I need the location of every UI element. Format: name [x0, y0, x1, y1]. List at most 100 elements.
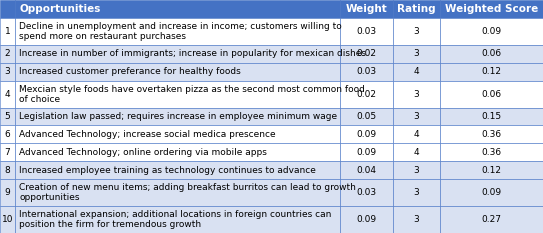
- Text: 0.36: 0.36: [482, 130, 502, 139]
- Text: 0.06: 0.06: [482, 49, 502, 58]
- Bar: [340, 206, 393, 233]
- Bar: [440, 81, 543, 108]
- Text: Opportunities: Opportunities: [20, 4, 102, 14]
- Bar: [393, 125, 440, 143]
- Bar: [0, 108, 15, 125]
- Text: 4: 4: [414, 130, 419, 139]
- Bar: [15, 206, 340, 233]
- Bar: [340, 161, 393, 179]
- Bar: [440, 125, 543, 143]
- Text: 5: 5: [5, 112, 10, 121]
- Bar: [393, 81, 440, 108]
- Text: International expansion; additional locations in foreign countries can
position : International expansion; additional loca…: [19, 210, 331, 229]
- Text: 0.27: 0.27: [482, 215, 502, 224]
- Text: Increase in number of immigrants; increase in popularity for mexican dishes: Increase in number of immigrants; increa…: [19, 49, 366, 58]
- Bar: [15, 108, 340, 125]
- Bar: [340, 179, 393, 206]
- Bar: [340, 125, 393, 143]
- Text: 4: 4: [5, 90, 10, 99]
- Bar: [440, 18, 543, 45]
- Text: Increased customer preferance for healthy foods: Increased customer preferance for health…: [19, 67, 241, 76]
- Text: 0.09: 0.09: [356, 148, 376, 157]
- Bar: [0, 0, 15, 18]
- Bar: [340, 18, 393, 45]
- Bar: [0, 206, 15, 233]
- Bar: [393, 161, 440, 179]
- Bar: [15, 81, 340, 108]
- Text: Mexcian style foods have overtaken pizza as the second most common food
of choic: Mexcian style foods have overtaken pizza…: [19, 85, 365, 104]
- Text: Advanced Technology; increase social medica prescence: Advanced Technology; increase social med…: [19, 130, 276, 139]
- Text: 7: 7: [5, 148, 10, 157]
- Bar: [0, 18, 15, 45]
- Text: 10: 10: [2, 215, 13, 224]
- Bar: [340, 108, 393, 125]
- Bar: [393, 143, 440, 161]
- Bar: [15, 18, 340, 45]
- Text: Rating: Rating: [397, 4, 436, 14]
- Bar: [340, 45, 393, 63]
- Bar: [15, 45, 340, 63]
- Bar: [15, 143, 340, 161]
- Bar: [0, 63, 15, 81]
- Bar: [393, 0, 440, 18]
- Bar: [393, 63, 440, 81]
- Text: 1: 1: [5, 27, 10, 36]
- Text: Legislation law passed; requires increase in employee minimum wage: Legislation law passed; requires increas…: [19, 112, 337, 121]
- Text: 3: 3: [414, 49, 419, 58]
- Bar: [340, 0, 393, 18]
- Bar: [440, 108, 543, 125]
- Bar: [15, 63, 340, 81]
- Text: Creation of new menu items; adding breakfast burritos can lead to growth
opportu: Creation of new menu items; adding break…: [19, 183, 356, 202]
- Bar: [340, 81, 393, 108]
- Bar: [440, 206, 543, 233]
- Bar: [0, 161, 15, 179]
- Bar: [393, 179, 440, 206]
- Bar: [15, 179, 340, 206]
- Text: 0.09: 0.09: [356, 215, 376, 224]
- Bar: [15, 0, 340, 18]
- Bar: [440, 161, 543, 179]
- Text: 3: 3: [414, 27, 419, 36]
- Text: Advanced Technology; online ordering via mobile apps: Advanced Technology; online ordering via…: [19, 148, 267, 157]
- Bar: [393, 18, 440, 45]
- Bar: [393, 45, 440, 63]
- Bar: [15, 125, 340, 143]
- Text: 0.12: 0.12: [482, 166, 502, 175]
- Text: 8: 8: [5, 166, 10, 175]
- Text: 0.03: 0.03: [356, 67, 376, 76]
- Text: 0.03: 0.03: [356, 188, 376, 197]
- Text: 2: 2: [5, 49, 10, 58]
- Text: 9: 9: [5, 188, 10, 197]
- Text: Decline in unemployment and increase in income; customers willing to
spend more : Decline in unemployment and increase in …: [19, 22, 342, 41]
- Bar: [393, 108, 440, 125]
- Bar: [0, 81, 15, 108]
- Bar: [340, 63, 393, 81]
- Bar: [0, 45, 15, 63]
- Bar: [440, 0, 543, 18]
- Text: 3: 3: [414, 112, 419, 121]
- Text: 0.02: 0.02: [357, 49, 376, 58]
- Bar: [393, 206, 440, 233]
- Bar: [440, 143, 543, 161]
- Text: 0.05: 0.05: [356, 112, 376, 121]
- Bar: [0, 125, 15, 143]
- Bar: [15, 161, 340, 179]
- Bar: [0, 179, 15, 206]
- Text: 0.03: 0.03: [356, 27, 376, 36]
- Text: 0.04: 0.04: [357, 166, 376, 175]
- Text: Weight: Weight: [346, 4, 387, 14]
- Text: 0.09: 0.09: [482, 27, 502, 36]
- Bar: [340, 143, 393, 161]
- Text: 3: 3: [414, 90, 419, 99]
- Text: 0.36: 0.36: [482, 148, 502, 157]
- Text: 0.06: 0.06: [482, 90, 502, 99]
- Bar: [440, 45, 543, 63]
- Bar: [0, 143, 15, 161]
- Text: 0.09: 0.09: [482, 188, 502, 197]
- Text: Increased employee training as technology continues to advance: Increased employee training as technolog…: [19, 166, 316, 175]
- Text: 3: 3: [414, 215, 419, 224]
- Text: 0.15: 0.15: [482, 112, 502, 121]
- Text: 3: 3: [414, 188, 419, 197]
- Text: Weighted Score: Weighted Score: [445, 4, 538, 14]
- Bar: [440, 179, 543, 206]
